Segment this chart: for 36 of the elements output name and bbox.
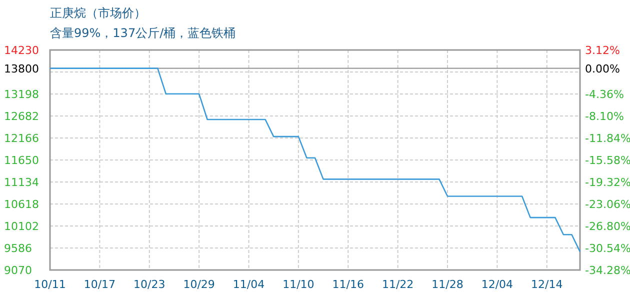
x-tick-label: 11/04 <box>232 278 265 291</box>
x-tick-label: 12/14 <box>531 278 563 291</box>
y2-tick-label: -34.28% <box>585 264 630 277</box>
y-tick-label: 12166 <box>4 132 39 145</box>
y-tick-label: 10102 <box>4 220 39 233</box>
y-tick-label: 9070 <box>4 264 32 277</box>
x-tick-label: 10/23 <box>134 278 166 291</box>
chart-title: 正庚烷（市场价） <box>50 6 146 20</box>
x-tick-label: 12/04 <box>481 278 514 291</box>
y2-tick-label: -8.10% <box>585 110 624 123</box>
chart-subtitle: 含量99%，137公斤/桶，蓝色铁桶 <box>50 26 236 40</box>
y-tick-label: 13198 <box>4 88 39 101</box>
y-tick-label: 13800 <box>4 62 39 76</box>
y-tick-label: 11134 <box>4 176 39 189</box>
y2-tick-label: -15.58% <box>585 154 630 167</box>
line-series <box>49 68 581 252</box>
y2-tick-label: -19.32% <box>585 176 630 189</box>
x-tick-label: 11/22 <box>382 278 414 291</box>
y2-tick-label: 3.12% <box>585 44 620 57</box>
y2-tick-label: -11.84% <box>585 132 630 145</box>
x-tick-label: 11/10 <box>282 278 314 291</box>
y-tick-label: 14230 <box>4 44 39 57</box>
y2-tick-label: 0.00% <box>585 62 620 76</box>
x-tick-label: 10/11 <box>34 278 66 291</box>
y2-tick-label: -26.80% <box>585 220 630 233</box>
y-tick-label: 11650 <box>4 154 39 167</box>
y-tick-label: 9586 <box>4 242 32 255</box>
y2-tick-label: -4.36% <box>585 88 624 101</box>
x-tick-label: 11/28 <box>432 278 464 291</box>
x-tick-label: 10/29 <box>183 278 215 291</box>
y-tick-label: 10618 <box>4 198 39 211</box>
x-tick-label: 10/17 <box>84 278 116 291</box>
y2-tick-label: -23.06% <box>585 198 630 211</box>
y-tick-label: 12682 <box>4 110 39 123</box>
x-tick-label: 11/16 <box>332 278 364 291</box>
y2-tick-label: -30.54% <box>585 242 630 255</box>
